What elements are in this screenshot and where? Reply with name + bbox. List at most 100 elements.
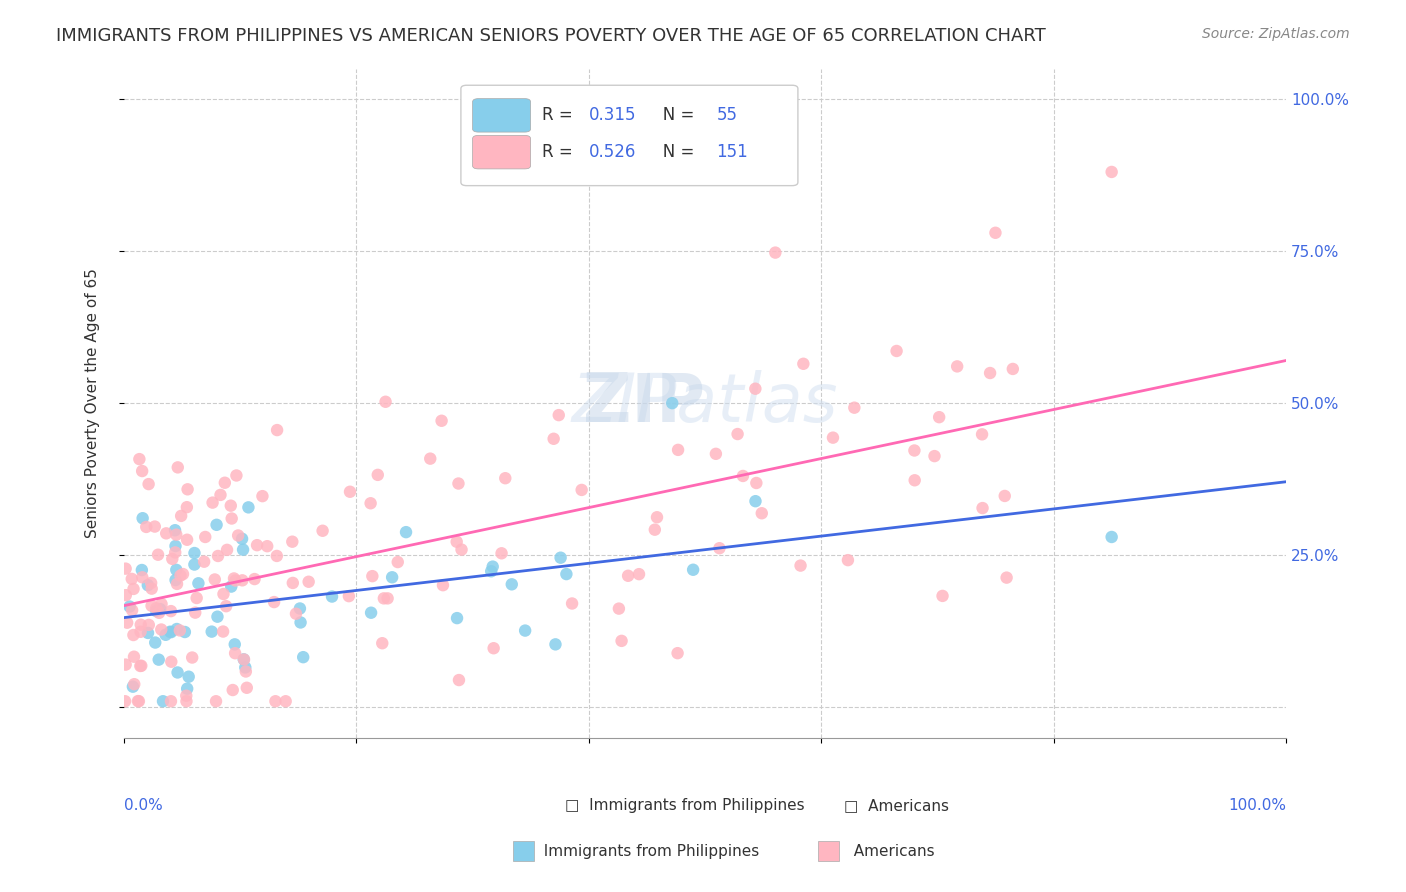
Point: [924, 449, 946, 463]
Point: [201, 495, 224, 509]
Point: [482, 641, 505, 656]
Text: 0.315: 0.315: [589, 106, 637, 124]
FancyBboxPatch shape: [461, 86, 797, 186]
Point: [233, 652, 256, 666]
Point: [561, 597, 583, 611]
Text: 100.0%: 100.0%: [1227, 798, 1286, 813]
Point: [138, 618, 160, 632]
Text: 55: 55: [717, 106, 738, 124]
Point: [946, 359, 969, 374]
Point: [617, 568, 640, 582]
Point: [727, 427, 749, 442]
Point: [290, 615, 312, 630]
Text: Source: ZipAtlas.com: Source: ZipAtlas.com: [1202, 27, 1350, 41]
Point: [231, 574, 253, 588]
Point: [233, 660, 256, 674]
Text: ZIP: ZIP: [583, 370, 704, 436]
Point: [232, 652, 254, 666]
Point: [165, 527, 187, 541]
Point: [160, 604, 183, 618]
Point: [219, 499, 242, 513]
Point: [148, 606, 170, 620]
Point: [704, 447, 727, 461]
Point: [128, 452, 150, 467]
Point: [174, 689, 197, 703]
Point: [201, 624, 224, 639]
Point: [607, 601, 630, 615]
Point: [215, 542, 238, 557]
Point: [995, 571, 1018, 585]
Point: [176, 694, 198, 708]
Point: [160, 655, 183, 669]
Point: [159, 624, 181, 639]
Point: [745, 475, 768, 490]
Point: [224, 646, 246, 660]
Point: [219, 580, 242, 594]
Point: [682, 563, 704, 577]
Point: [321, 590, 343, 604]
Point: [170, 508, 193, 523]
Point: [165, 545, 187, 559]
Point: [122, 677, 145, 691]
Point: [360, 606, 382, 620]
Point: [360, 496, 382, 510]
Point: [792, 357, 814, 371]
Point: [165, 573, 187, 587]
Point: [491, 546, 513, 560]
Point: [122, 680, 145, 694]
Point: [481, 559, 503, 574]
Point: [970, 427, 993, 442]
Point: [166, 622, 188, 636]
Point: [544, 637, 567, 651]
Point: [395, 525, 418, 540]
Point: [131, 563, 153, 577]
Point: [160, 625, 183, 640]
Point: [155, 526, 177, 541]
Point: [285, 607, 308, 621]
Point: [264, 694, 287, 708]
Point: [150, 597, 173, 611]
Point: [118, 599, 141, 614]
Point: [447, 673, 470, 687]
Point: [204, 573, 226, 587]
Point: [146, 548, 169, 562]
Point: [610, 633, 633, 648]
Point: [274, 694, 297, 708]
Text: 0.0%: 0.0%: [124, 798, 163, 813]
Point: [212, 624, 235, 639]
Point: [763, 245, 786, 260]
Bar: [513, 841, 534, 861]
Point: [139, 576, 162, 591]
Point: [136, 578, 159, 592]
Point: [243, 572, 266, 586]
Point: [122, 628, 145, 642]
Point: [169, 568, 191, 582]
Point: [450, 542, 472, 557]
Point: [550, 550, 572, 565]
Point: [446, 534, 468, 549]
Point: [214, 475, 236, 490]
Point: [155, 628, 177, 642]
Point: [207, 549, 229, 563]
Point: [377, 591, 399, 606]
Point: [183, 546, 205, 560]
Point: [361, 569, 384, 583]
Point: [135, 520, 157, 534]
Text: □  Immigrants from Philippines: □ Immigrants from Philippines: [565, 798, 806, 813]
Point: [122, 649, 145, 664]
Point: [1001, 362, 1024, 376]
Point: [128, 694, 150, 708]
Point: [129, 617, 152, 632]
Point: [256, 539, 278, 553]
Point: [645, 510, 668, 524]
Text: 151: 151: [717, 144, 748, 161]
Point: [141, 599, 163, 613]
Point: [149, 602, 172, 616]
Point: [176, 533, 198, 547]
Point: [381, 570, 404, 584]
Point: [432, 578, 454, 592]
Point: [162, 552, 184, 566]
Text: IMMIGRANTS FROM PHILIPPINES VS AMERICAN SENIORS POVERTY OVER THE AGE OF 65 CORRE: IMMIGRANTS FROM PHILIPPINES VS AMERICAN …: [56, 27, 1046, 45]
Point: [292, 650, 315, 665]
Text: N =: N =: [647, 106, 699, 124]
